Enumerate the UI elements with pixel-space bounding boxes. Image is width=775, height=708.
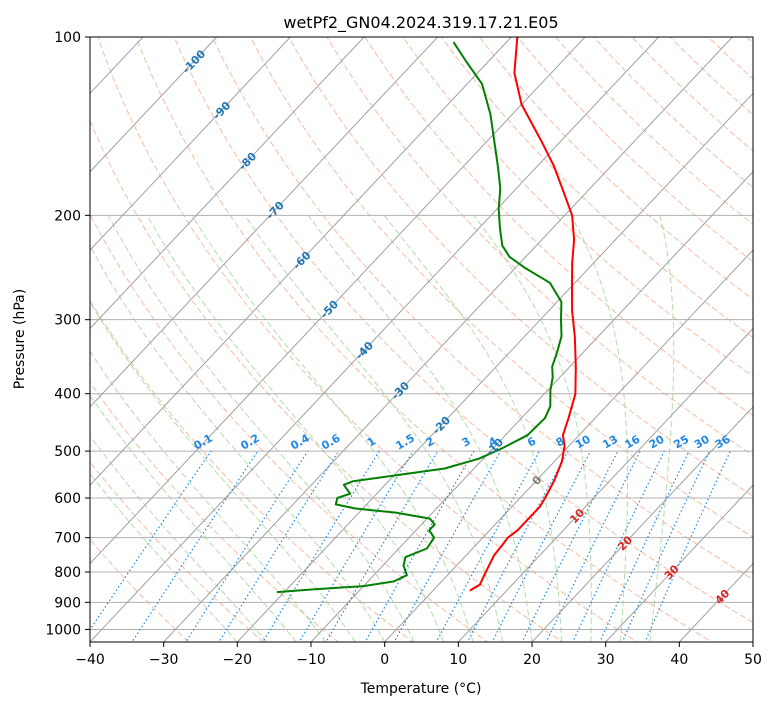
plot-frame bbox=[89, 36, 754, 643]
isotherm-line bbox=[90, 37, 291, 251]
y-tick-label: 700 bbox=[54, 531, 81, 547]
mixing-ratio-line bbox=[262, 450, 380, 642]
moist-adiabats bbox=[90, 214, 675, 642]
moist-adiabat-line bbox=[383, 214, 562, 642]
moist-adiabat-line bbox=[244, 215, 503, 642]
temperature-profile-line bbox=[469, 37, 577, 592]
isotherm-line bbox=[90, 37, 365, 330]
isotherm-line bbox=[163, 37, 733, 642]
moist-adiabat-line bbox=[473, 215, 592, 642]
mixing-ratio-line bbox=[364, 450, 475, 642]
mixing-ratio-line bbox=[325, 450, 439, 642]
dry-adiabats bbox=[90, 37, 753, 642]
x-tick-label: −30 bbox=[149, 652, 179, 668]
x-tick-label: −40 bbox=[75, 652, 105, 668]
dry-adiabat-line bbox=[90, 461, 265, 642]
isotherm-line bbox=[236, 92, 753, 642]
skewed-isotherms bbox=[90, 37, 753, 642]
moist-adiabat-line bbox=[90, 301, 356, 642]
mixing-ratio-line bbox=[185, 450, 309, 642]
dry-adiabat-line bbox=[90, 299, 414, 642]
y-axis-label: Pressure (hPa) bbox=[12, 289, 28, 389]
isotherm-line bbox=[605, 484, 753, 642]
dry-adiabat-line bbox=[440, 37, 753, 339]
y-tick-label: 600 bbox=[54, 491, 81, 507]
y-tick-label: 1000 bbox=[45, 622, 81, 638]
isotherm-line bbox=[90, 37, 512, 486]
dry-adiabat-line bbox=[173, 37, 753, 624]
dry-adiabat-line bbox=[249, 37, 753, 538]
dry-adiabat-line bbox=[631, 37, 753, 152]
dry-adiabat-line bbox=[135, 37, 713, 642]
moist-adiabat-line bbox=[570, 215, 628, 642]
x-tick-label: −20 bbox=[223, 652, 253, 668]
sounding-profiles bbox=[276, 37, 577, 594]
dry-adiabat-line bbox=[402, 37, 753, 377]
dry-adiabat-line bbox=[97, 37, 638, 642]
y-tick-label: 900 bbox=[54, 595, 81, 611]
isotherm-line bbox=[457, 327, 753, 642]
dewpoint-profile-line bbox=[276, 41, 563, 594]
mixing-ratio-line bbox=[545, 450, 641, 642]
mixing-ratio-line bbox=[90, 450, 212, 631]
moist-adiabat-line bbox=[90, 435, 268, 642]
dry-adiabat-line bbox=[478, 37, 753, 300]
mixing-ratio-line bbox=[218, 450, 340, 642]
dry-adiabat-line bbox=[90, 538, 190, 642]
isobar-gridlines bbox=[90, 37, 753, 630]
moist-adiabat-line bbox=[307, 215, 533, 642]
y-tick-label: 100 bbox=[54, 30, 81, 46]
x-axis-ticks: −40 −30 −20 −10 0 10 20 30 40 50 bbox=[75, 642, 762, 668]
mixing-ratio-line bbox=[466, 450, 569, 642]
mixing-ratio-line bbox=[644, 450, 731, 642]
mixing-ratio-line bbox=[435, 450, 540, 642]
isotherm-line bbox=[384, 249, 753, 642]
dry-adiabat-line bbox=[90, 119, 564, 642]
moist-adiabat-line bbox=[90, 472, 238, 642]
x-tick-label: 0 bbox=[380, 652, 389, 668]
plot-area: -100-90-80-70-60-50-40-30-20-10010203040… bbox=[90, 37, 753, 642]
dry-adiabat-line bbox=[326, 37, 753, 457]
dry-adiabat-line bbox=[211, 37, 753, 581]
moist-adiabat-line bbox=[191, 215, 474, 642]
moist-adiabat-line bbox=[146, 215, 445, 642]
x-tick-label: 20 bbox=[523, 652, 541, 668]
isotherm-line bbox=[90, 37, 218, 173]
moist-adiabat-line bbox=[649, 215, 675, 642]
y-tick-label: 800 bbox=[54, 565, 81, 581]
dry-adiabat-line bbox=[288, 37, 753, 497]
x-tick-label: 10 bbox=[449, 652, 467, 668]
y-tick-label: 400 bbox=[54, 387, 81, 403]
y-tick-label: 300 bbox=[54, 313, 81, 329]
x-axis-label: Temperature (°C) bbox=[360, 681, 482, 697]
moist-adiabat-line bbox=[90, 394, 297, 642]
mixing-ratio-line bbox=[298, 450, 414, 642]
x-tick-label: 30 bbox=[597, 652, 615, 668]
dry-adiabat-line bbox=[555, 37, 753, 225]
isotherm-line bbox=[90, 37, 660, 642]
x-tick-label: −10 bbox=[296, 652, 326, 668]
mixing-ratio-line bbox=[131, 450, 259, 642]
chart-title: wetPf2_GN04.2024.319.17.21.E05 bbox=[283, 13, 558, 33]
isotherm-line bbox=[90, 37, 586, 565]
moist-adiabat-line bbox=[90, 350, 327, 642]
dry-adiabat-line bbox=[364, 37, 753, 417]
y-tick-label: 500 bbox=[54, 444, 81, 460]
x-tick-label: 40 bbox=[670, 652, 688, 668]
isotherm-line bbox=[310, 171, 753, 642]
dry-adiabat-line bbox=[90, 213, 489, 642]
mixing-ratio-line bbox=[572, 450, 665, 642]
dry-adiabat-line bbox=[516, 37, 753, 263]
moist-adiabat-line bbox=[107, 215, 415, 642]
moist-adiabat-line bbox=[90, 244, 386, 642]
x-tick-label: 50 bbox=[744, 652, 762, 668]
mixing-ratio-line bbox=[393, 450, 502, 642]
isotherm-line bbox=[531, 406, 753, 642]
y-axis-ticks: 100 200 300 400 500 600 700 800 900 1000 bbox=[45, 30, 90, 638]
y-tick-label: 200 bbox=[54, 208, 81, 224]
mixing-ratio-lines bbox=[90, 450, 731, 642]
isotherm-line bbox=[90, 37, 439, 408]
